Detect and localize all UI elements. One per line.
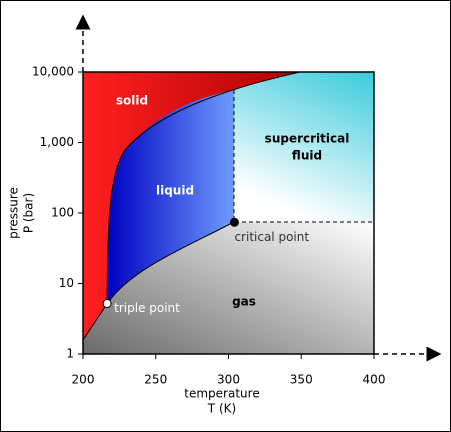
y-tick-label: 100 <box>51 206 74 220</box>
region-label: liquid <box>156 184 194 198</box>
region-label: fluid <box>292 149 322 163</box>
point-label: critical point <box>234 230 309 244</box>
x-tick-label: 350 <box>290 373 313 387</box>
liquid-region <box>107 90 234 304</box>
point-label: triple point <box>114 301 180 315</box>
y-axis-label: P (bar) <box>22 193 36 233</box>
x-tick-label: 200 <box>72 373 95 387</box>
supercritical-region <box>234 72 374 222</box>
phase-boundary <box>82 71 301 341</box>
y-tick-label: 10,000 <box>32 65 74 79</box>
x-tick-label: 400 <box>363 373 386 387</box>
y-tick-label: 1 <box>66 347 74 361</box>
x-axis-label: temperature <box>184 387 259 401</box>
x-tick-label: 250 <box>144 373 167 387</box>
solid-region <box>83 72 300 340</box>
dashed-boundary <box>233 90 374 223</box>
x-axis-label: T (K) <box>207 402 236 416</box>
y-tick-label: 1,000 <box>40 135 74 149</box>
x-tick-label: 300 <box>217 373 240 387</box>
y-axis-label: pressure <box>7 187 21 239</box>
region-label: supercritical <box>265 132 350 146</box>
phase-boundary <box>106 221 235 305</box>
point <box>102 299 112 309</box>
point <box>229 217 239 227</box>
region-label: solid <box>116 94 148 108</box>
gas-region <box>83 222 374 354</box>
y-tick-label: 10 <box>59 276 74 290</box>
region-label: gas <box>232 295 256 309</box>
